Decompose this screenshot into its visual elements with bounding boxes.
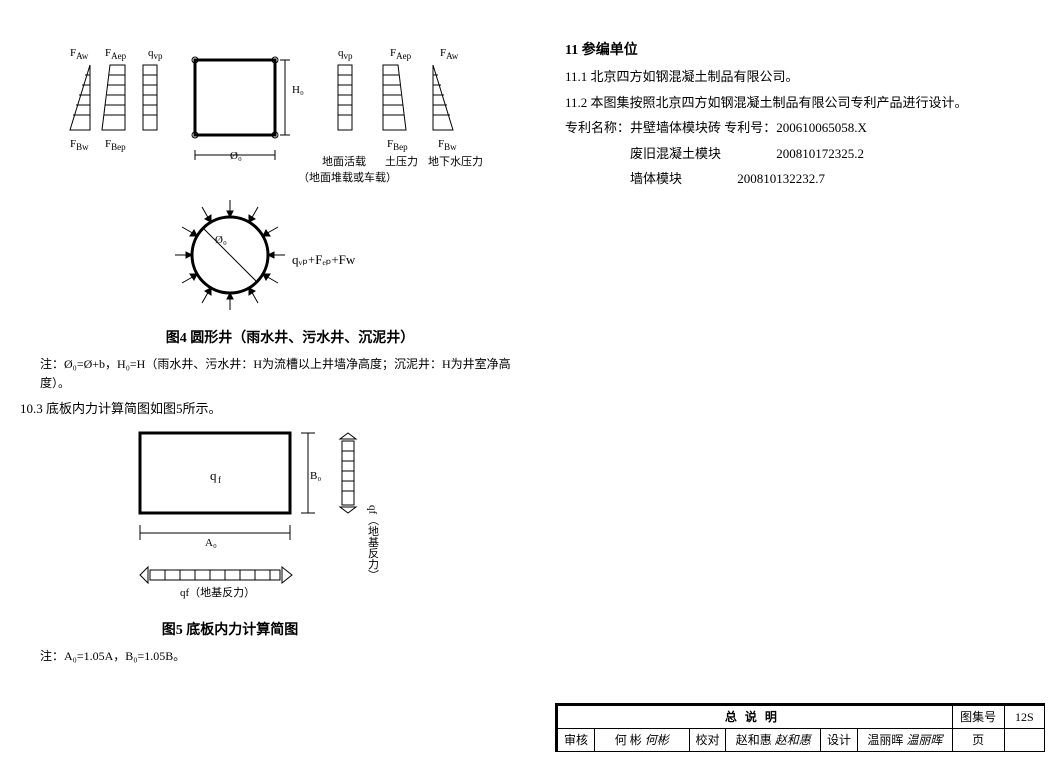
set-label: 图集号: [952, 706, 1004, 729]
designer: 温丽晖: [867, 733, 903, 747]
title-main: 总说明: [558, 706, 953, 729]
section-11-heading: 11 参编单位: [565, 40, 1025, 61]
patent-row-2: 废旧混凝土模块 200810172325.2: [565, 144, 1025, 164]
design-label: 设计: [821, 729, 858, 752]
figure-4-note: 注：Ø₀=Ø+b，H₀=H（雨水井、污水井：H为流槽以上井墙净高度；沉泥井：H为…: [40, 355, 540, 393]
title-block: 总说明 图集号 12S 审核 何 彬 何彬 校对 赵和惠 赵和惠 设计 温丽晖 …: [555, 703, 1045, 752]
figure-4-diagram: FAw FAep qvp FBw FBep: [40, 40, 540, 320]
set-value: 12S: [1004, 706, 1044, 729]
svg-text:f: f: [218, 475, 221, 485]
load-rect-right: [335, 60, 355, 135]
signature-2: 赵和惠: [775, 733, 811, 747]
figure-5-diagram: qf: [120, 425, 500, 655]
load-trap-left-2: [100, 60, 130, 135]
left-column: FAw FAep qvp FBw FBep: [0, 0, 560, 672]
check-label: 校对: [689, 729, 726, 752]
right-column: 11 参编单位 11.1 北京四方如钢混凝土制品有限公司。 11.2 本图集按照…: [565, 40, 1035, 195]
section-11-2: 11.2 本图集按照北京四方如钢混凝土制品有限公司专利产品进行设计。: [565, 93, 1025, 113]
signature-1: 何彬: [645, 733, 669, 747]
section-10-3: 10.3 底板内力计算简图如图5所示。: [20, 399, 540, 419]
figure-4-caption: 图4 圆形井（雨水井、污水井、沉泥井）: [40, 328, 540, 349]
circle-well: [170, 195, 290, 315]
load-triangle-left-1: [65, 60, 95, 135]
signature-3: 温丽晖: [906, 733, 942, 747]
section-11-1: 11.1 北京四方如钢混凝土制品有限公司。: [565, 67, 1025, 87]
load-triangle-right: [430, 60, 460, 135]
patent-row-3: 墙体模块 200810132232.7: [565, 169, 1025, 189]
checker: 赵和惠: [736, 733, 772, 747]
page-label: 页: [952, 729, 1004, 752]
patent-row-1: 专利名称：井壁墙体模块砖 专利号：200610065058.X: [565, 118, 1025, 138]
reviewer: 何 彬: [615, 733, 642, 747]
load-rect-left: [140, 60, 160, 135]
load-trap-right: [380, 60, 410, 135]
svg-text:q: q: [210, 468, 217, 483]
review-label: 审核: [558, 729, 595, 752]
